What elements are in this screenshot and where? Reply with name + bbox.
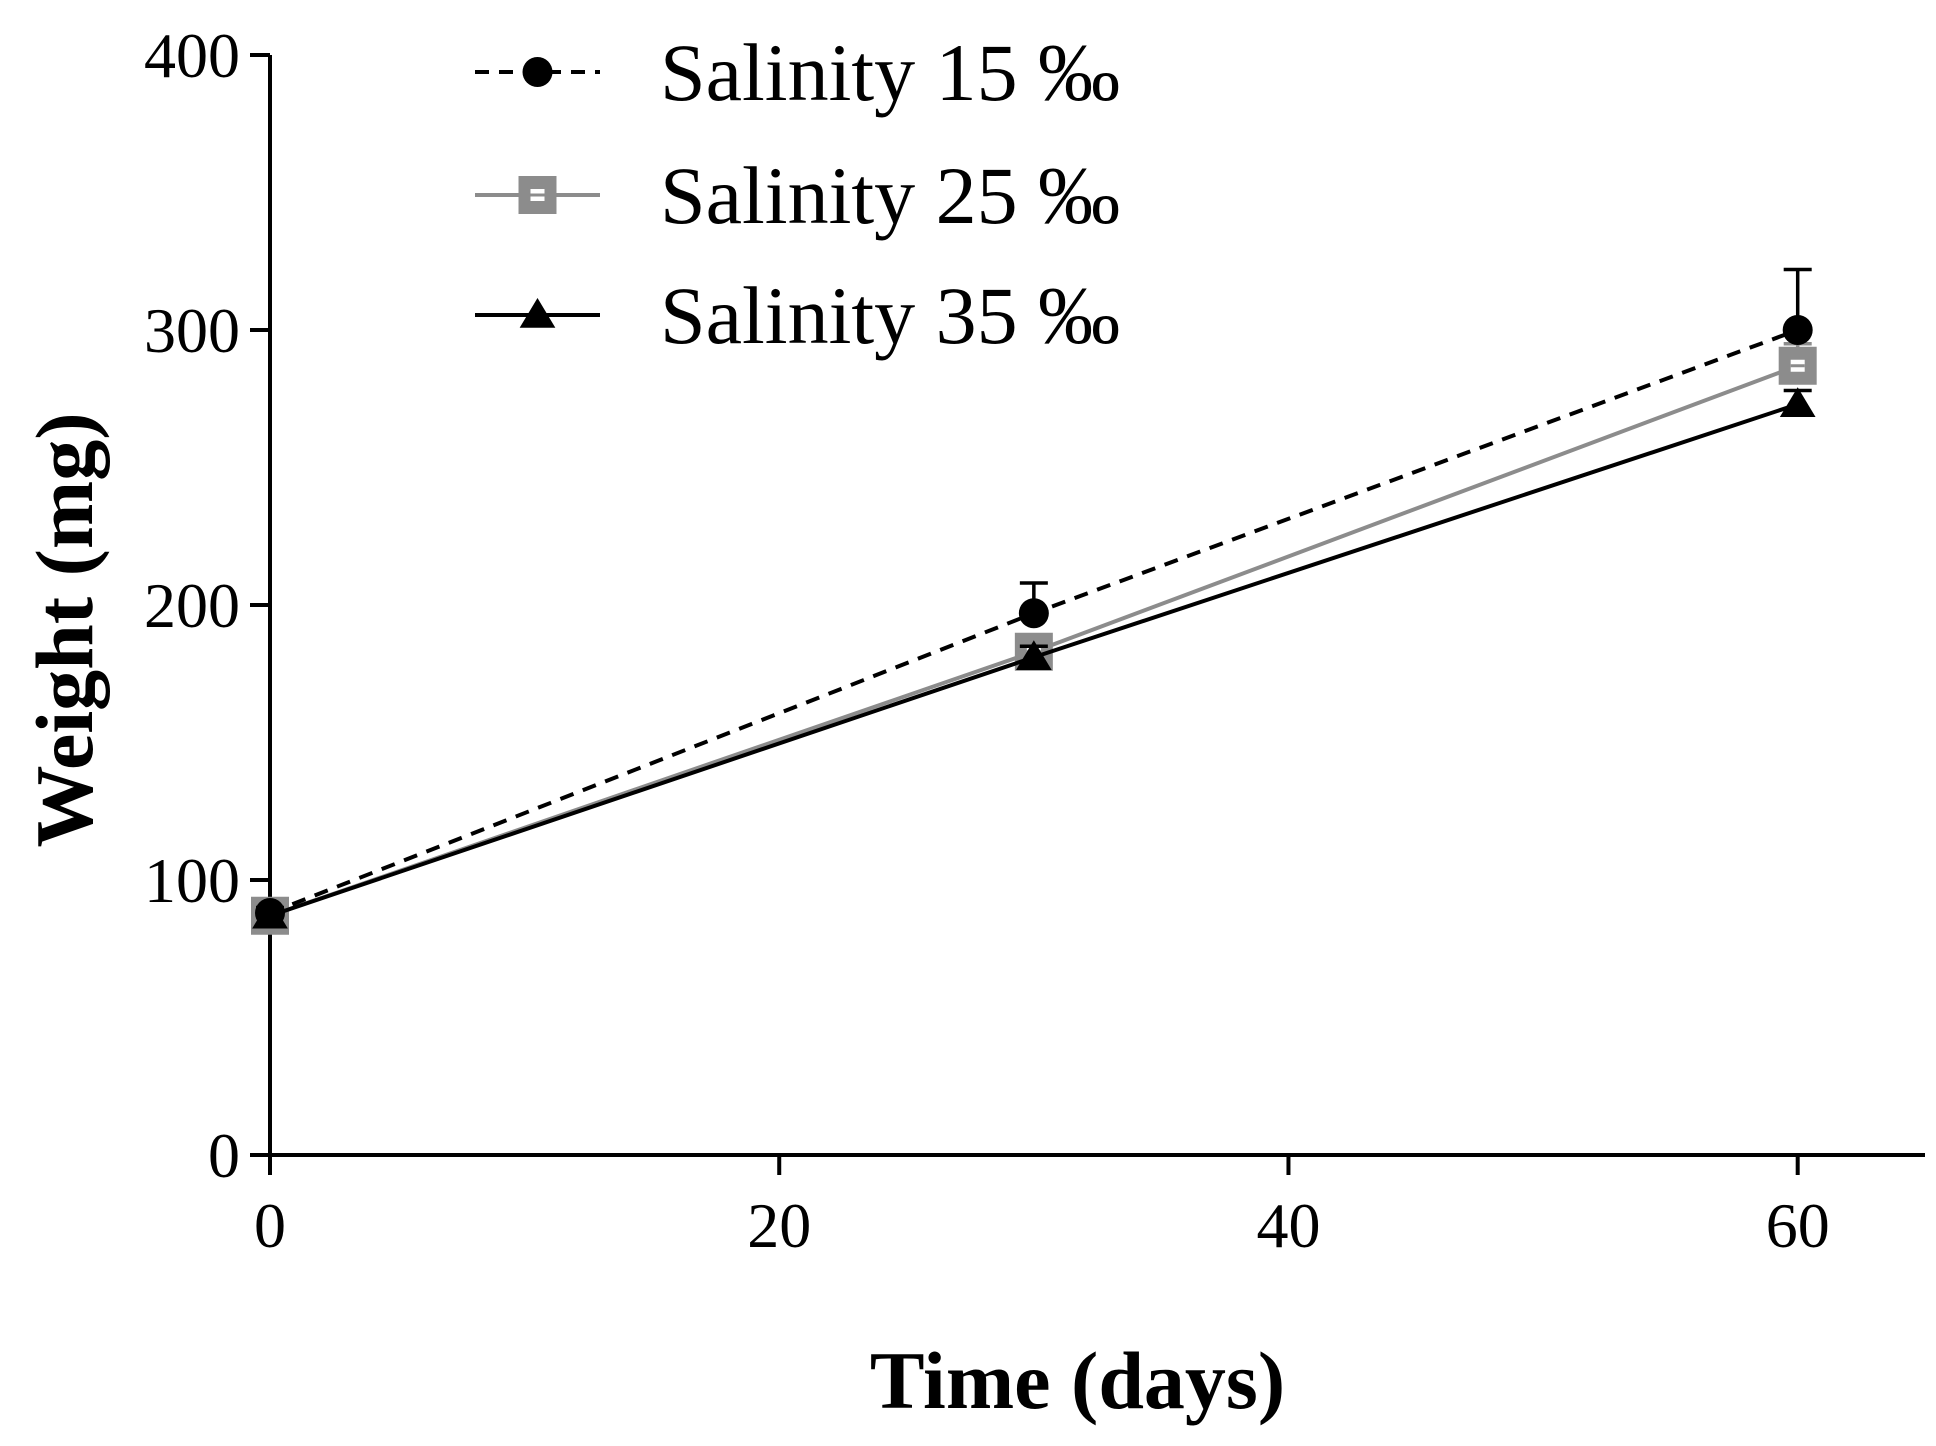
- x-tick-label: 40: [1256, 1190, 1320, 1261]
- data-point: [252, 898, 288, 929]
- legend-marker: [518, 176, 557, 214]
- data-point: [1782, 315, 1813, 345]
- legend-label: Salinity 35 ‰: [660, 270, 1120, 361]
- series-layer: [251, 267, 1817, 935]
- data-point: [1778, 346, 1817, 385]
- y-tick-label: 0: [208, 1120, 240, 1191]
- series-2: [251, 342, 1817, 935]
- x-tick-label: 0: [254, 1190, 286, 1261]
- y-axis-title: Weight (mg): [19, 413, 110, 848]
- legend-marker: [522, 57, 553, 87]
- legend-item-3: Salinity 35 ‰: [475, 270, 1120, 361]
- legend: Salinity 15 ‰ Salinity 25 ‰ Salinity 35 ‰: [475, 27, 1120, 361]
- series-1: [255, 267, 1813, 928]
- x-tick-label: 60: [1766, 1190, 1830, 1261]
- x-axis-title: Time (days): [870, 1335, 1285, 1426]
- y-tick-label: 200: [144, 570, 240, 641]
- y-tick-label: 400: [144, 20, 240, 91]
- y-tick-label: 100: [144, 845, 240, 916]
- legend-label: Salinity 15 ‰: [660, 27, 1120, 118]
- data-point: [1015, 640, 1052, 670]
- series-3: [252, 387, 1816, 929]
- legend-marker: [519, 298, 556, 328]
- legend-item-2: Salinity 25 ‰: [475, 150, 1120, 241]
- x-tick-label: 20: [747, 1190, 811, 1261]
- legend-label: Salinity 25 ‰: [660, 150, 1120, 241]
- y-tick-label: 300: [144, 295, 240, 366]
- data-point: [1018, 598, 1049, 629]
- axes: 0 20 40 60 0 100 200 300 400: [144, 20, 1925, 1261]
- data-point: [1779, 387, 1816, 417]
- legend-item-1: Salinity 15 ‰: [475, 27, 1120, 118]
